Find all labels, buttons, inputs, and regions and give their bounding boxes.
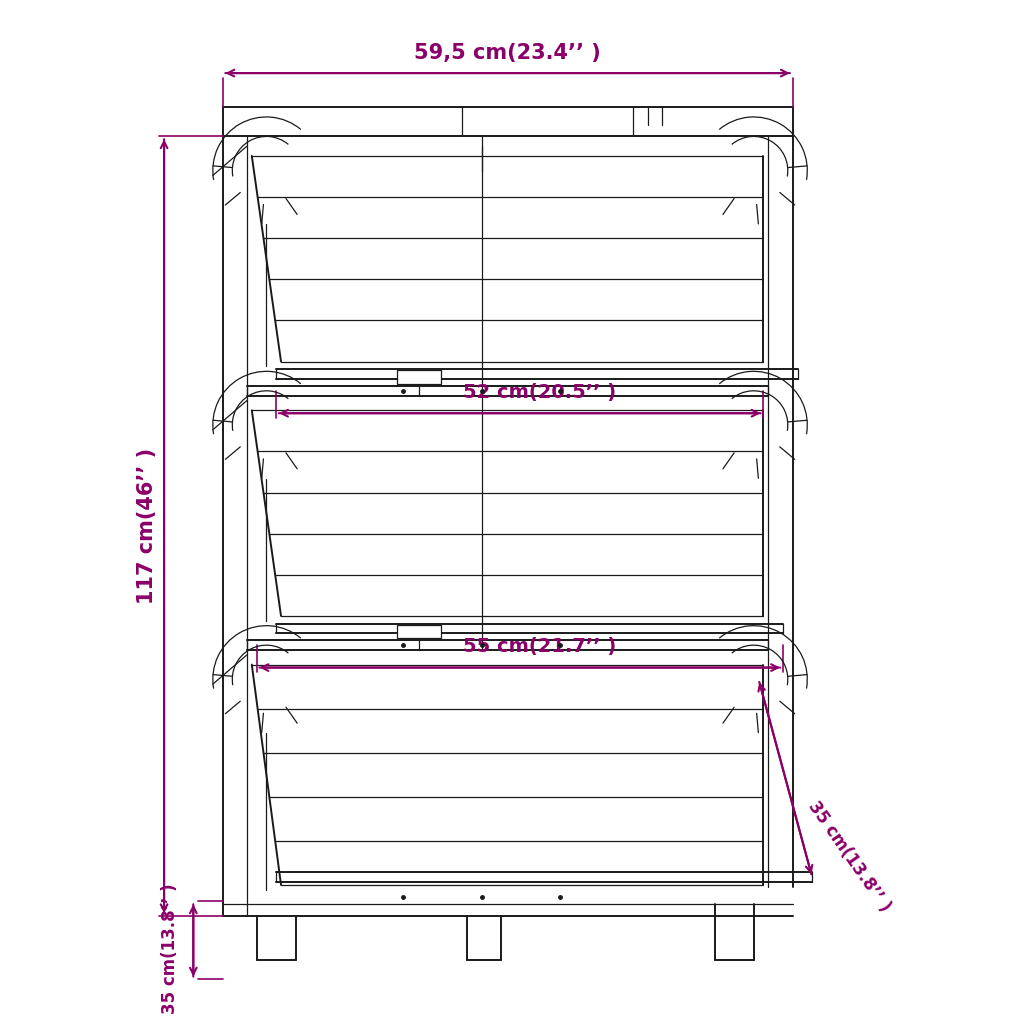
Text: 59,5 cm(23.4’’ ): 59,5 cm(23.4’’ ) — [415, 43, 601, 63]
Text: 55 cm(21.7’’ ): 55 cm(21.7’’ ) — [463, 637, 615, 656]
Text: 52 cm(20.5’’ ): 52 cm(20.5’’ ) — [463, 383, 615, 401]
Text: 35 cm(13.8’’ ): 35 cm(13.8’’ ) — [161, 883, 179, 1014]
Text: 117 cm(46’’ ): 117 cm(46’’ ) — [136, 449, 157, 604]
Text: 35 cm(13.8’’ ): 35 cm(13.8’’ ) — [805, 798, 895, 915]
FancyBboxPatch shape — [397, 371, 441, 384]
FancyBboxPatch shape — [397, 625, 441, 638]
